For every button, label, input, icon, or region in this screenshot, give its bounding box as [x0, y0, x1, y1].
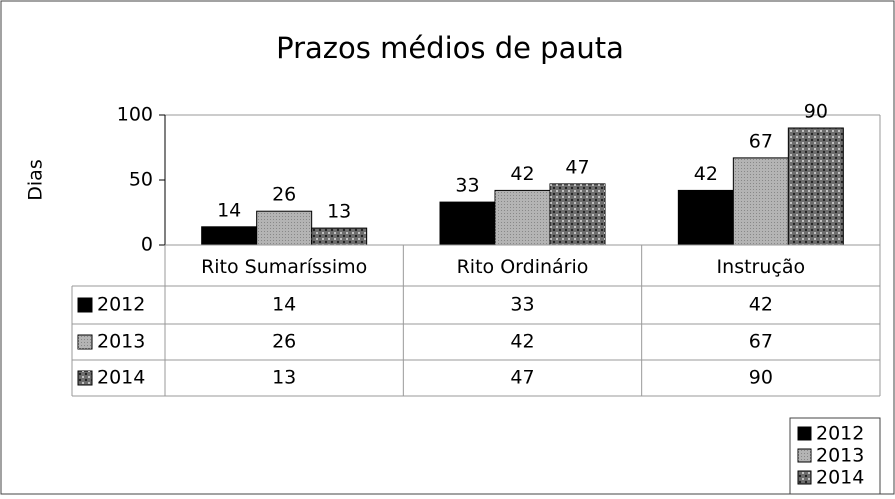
- bar: [201, 226, 258, 246]
- table-header: Instrução: [717, 256, 806, 278]
- y-tick-label: 50: [129, 169, 153, 191]
- legend-label: 2012: [816, 423, 864, 445]
- table-cell: 90: [749, 367, 773, 389]
- legend-label: 2014: [816, 467, 864, 489]
- data-label: 13: [327, 201, 351, 223]
- table-key-texture: [78, 371, 92, 385]
- bar-texture: [550, 183, 605, 245]
- table-cell: 13: [272, 367, 296, 389]
- table-cell: 42: [510, 331, 534, 353]
- legend-key-texture: [798, 449, 811, 462]
- table-series-name: 2012: [97, 294, 145, 316]
- table-cell: 33: [510, 294, 534, 316]
- data-label: 33: [455, 175, 479, 197]
- table-cell: 42: [749, 294, 773, 316]
- table-cell: 26: [272, 331, 296, 353]
- table-series-name: 2014: [97, 367, 145, 389]
- data-label: 47: [565, 156, 589, 178]
- table-cell: 67: [749, 331, 773, 353]
- table-header: Rito Sumaríssimo: [201, 256, 367, 278]
- bar-texture: [256, 211, 312, 245]
- bar-texture: [733, 157, 789, 245]
- table-key: [77, 297, 93, 313]
- table-key-texture: [78, 335, 92, 349]
- bar-texture: [495, 190, 550, 245]
- bar-texture: [788, 128, 844, 245]
- data-label: 42: [510, 163, 534, 185]
- data-label: 90: [804, 101, 828, 123]
- legend-key: [797, 426, 812, 441]
- bar: [677, 189, 734, 246]
- table-header: Rito Ordinário: [457, 256, 589, 278]
- legend-label: 2013: [816, 445, 864, 467]
- y-tick-label: 100: [117, 104, 153, 126]
- y-tick-label: 0: [141, 234, 153, 256]
- table-cell: 47: [510, 367, 534, 389]
- bar: [439, 201, 496, 246]
- table-cell: 14: [272, 294, 296, 316]
- y-axis-label: Dias: [25, 159, 47, 200]
- bar-texture: [311, 228, 367, 245]
- data-label: 14: [217, 199, 241, 221]
- data-label: 67: [749, 130, 773, 152]
- data-label: 26: [272, 184, 296, 206]
- table-series-name: 2013: [97, 331, 145, 353]
- legend-key-texture: [798, 471, 811, 484]
- chart-title: Prazos médios de pauta: [276, 31, 624, 65]
- data-label: 42: [694, 163, 718, 185]
